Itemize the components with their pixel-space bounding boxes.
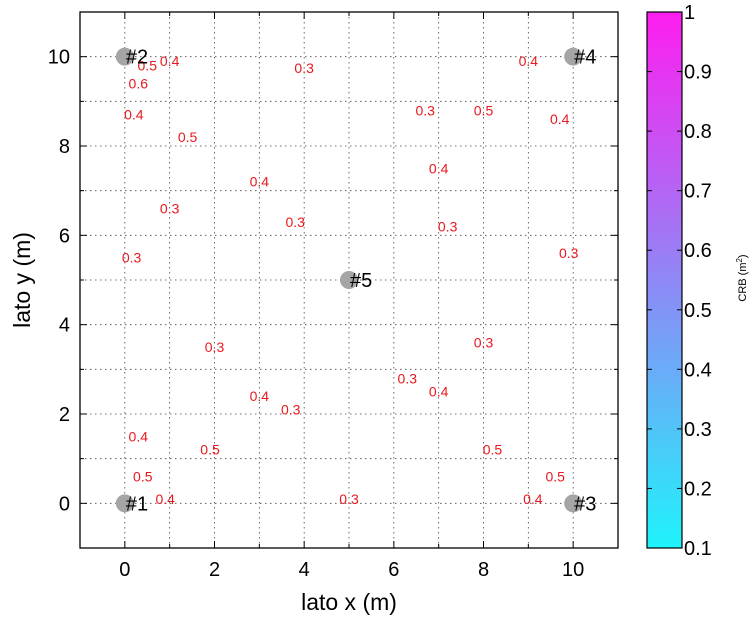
contour-label: 0.4 xyxy=(155,491,175,507)
anchor-marker xyxy=(115,494,134,513)
contour-label: 0.3 xyxy=(160,201,180,217)
contour-label: 0.3 xyxy=(474,335,494,351)
anchor-marker xyxy=(564,47,583,66)
x-tick-label: 0 xyxy=(119,559,130,581)
contour-label: 0.5 xyxy=(545,469,565,485)
colorbar-tick-label: 0.2 xyxy=(684,478,712,500)
contour-label: 0.5 xyxy=(200,442,220,458)
contour-label: 0.5 xyxy=(474,102,494,118)
contour-label: 0.5 xyxy=(138,58,158,74)
x-tick-label: 10 xyxy=(562,559,584,581)
contour-label: 0.5 xyxy=(178,129,198,145)
y-tick-label: 4 xyxy=(59,315,70,337)
colorbar-ticks: 0.1 0.2 0.3 0.4 0.5 0.6 0.7 0.8 0.9 1 xyxy=(647,2,712,560)
contour-label: 0.3 xyxy=(122,250,142,266)
x-axis-ticks: 0 2 4 6 8 10 xyxy=(79,12,619,581)
anchor-label: #1 xyxy=(126,493,148,515)
anchor-label: #4 xyxy=(574,47,596,69)
colorbar-tick-label: 0.1 xyxy=(684,538,712,560)
colorbar-tick-label: 0.7 xyxy=(684,181,712,203)
contour-label: 0.3 xyxy=(285,214,305,230)
colorbar-tick-label: 0.6 xyxy=(684,240,712,262)
contour-label: 0.4 xyxy=(519,53,539,69)
contour-label: 0.4 xyxy=(550,111,570,127)
contour-label: 0.3 xyxy=(398,370,418,386)
anchor-marker xyxy=(564,494,583,513)
y-tick-label: 2 xyxy=(59,404,70,426)
anchor-markers: #1 #2 #3 #4 #5 xyxy=(115,47,596,515)
contour-label: 0.4 xyxy=(250,174,270,190)
anchor-marker xyxy=(340,271,358,289)
x-tick-label: 8 xyxy=(478,559,489,581)
contour-label: 0.6 xyxy=(129,75,149,91)
contour-label: 0.3 xyxy=(415,102,435,118)
y-tick-label: 0 xyxy=(59,493,70,515)
x-tick-label: 2 xyxy=(209,559,220,581)
anchor-marker xyxy=(115,47,134,66)
colorbar-tick-label: 0.3 xyxy=(684,419,712,441)
contour-label: 0.5 xyxy=(133,469,153,485)
x-tick-label: 6 xyxy=(388,559,399,581)
contour-label: 0.4 xyxy=(429,160,449,176)
contour-label: 0.4 xyxy=(160,53,180,69)
y-tick-label: 6 xyxy=(59,225,70,247)
contour-label: 0.3 xyxy=(438,218,458,234)
anchor-label: #5 xyxy=(350,270,372,292)
x-tick-label: 4 xyxy=(299,559,310,581)
contour-label: 0.4 xyxy=(124,107,144,123)
contour-label: 0.3 xyxy=(339,491,359,507)
contour-label: 0.4 xyxy=(429,384,449,400)
colorbar-label: CRB (m2) xyxy=(735,254,749,301)
contour-label: 0.4 xyxy=(250,388,270,404)
anchor-label: #3 xyxy=(574,493,596,515)
contour-label: 0.3 xyxy=(294,60,314,76)
colorbar-tick-label: 0.4 xyxy=(684,359,712,381)
colorbar-tick-label: 0.8 xyxy=(684,121,712,143)
contour-label: 0.4 xyxy=(523,491,543,507)
colorbar-tick-label: 0.9 xyxy=(684,62,712,84)
y-axis-ticks: 0 2 4 6 8 10 xyxy=(48,11,618,549)
contour-label: 0.3 xyxy=(559,245,579,261)
contour-labels: 0.30.30.30.30.30.30.30.3 0.30.30.30.30.40… xyxy=(122,53,579,507)
colorbar xyxy=(646,11,683,549)
y-tick-label: 8 xyxy=(59,136,70,158)
anchor-label: #2 xyxy=(126,47,148,69)
contour-label: 0.3 xyxy=(281,402,301,418)
colorbar-tick-label: 1 xyxy=(684,2,695,24)
contour-label: 0.3 xyxy=(205,339,225,355)
x-axis-label: lato x (m) xyxy=(301,589,397,615)
y-tick-label: 10 xyxy=(48,47,70,69)
colorbar-tick-label: 0.5 xyxy=(684,300,712,322)
contour-label: 0.4 xyxy=(129,428,149,444)
y-axis-label: lato y (m) xyxy=(9,232,35,328)
contour-label: 0.5 xyxy=(483,442,503,458)
